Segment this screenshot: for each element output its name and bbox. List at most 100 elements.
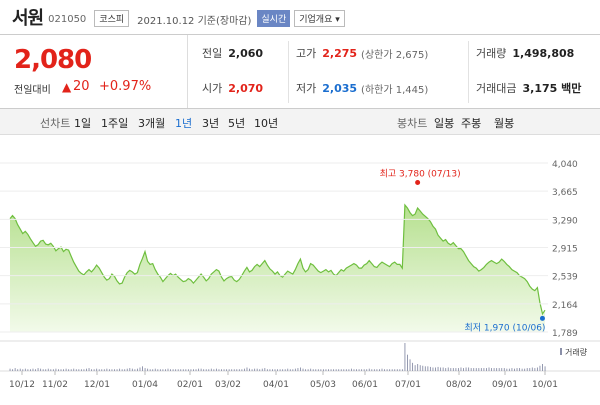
y-tick-label: 2,164 <box>552 301 578 311</box>
y-tick-label: 3,290 <box>552 216 578 226</box>
volume-bar <box>251 369 253 371</box>
volume-bar <box>371 369 373 371</box>
volume-bar <box>129 368 131 371</box>
volume-bar <box>356 369 357 371</box>
volume-bar <box>503 368 505 371</box>
tab-1y[interactable]: 1년 <box>175 117 193 130</box>
volume-value: 1,498,808 <box>512 46 575 60</box>
volume-bar <box>452 368 454 371</box>
volume-bar <box>47 368 49 371</box>
volume-bar <box>19 368 21 371</box>
line-chart-label: 선차트 <box>40 117 71 130</box>
prev-close-label: 전일 <box>202 47 223 60</box>
volume-bar <box>221 369 222 371</box>
volume-bar <box>526 368 528 371</box>
volume-bar <box>29 369 31 371</box>
volume-bar <box>536 367 538 371</box>
volume-bar <box>88 368 90 371</box>
volume-bar <box>139 367 141 371</box>
tab-monthly[interactable]: 월봉 <box>494 117 515 130</box>
volume-bar <box>302 368 304 371</box>
volume-legend-label: 거래량 <box>565 347 588 357</box>
low-value: 2,035 <box>322 81 358 95</box>
volume-bar <box>210 368 212 371</box>
volume-bar <box>106 368 108 371</box>
volume-bar <box>519 368 521 371</box>
volume-bar <box>414 365 416 371</box>
tab-3m[interactable]: 3개월 <box>138 117 166 130</box>
x-tick-label: 05/03 <box>310 380 336 390</box>
volume-legend-icon <box>560 348 562 355</box>
volume-bar <box>376 369 378 371</box>
volume-bar <box>345 369 347 371</box>
volume-bar <box>111 369 113 371</box>
volume-bar <box>389 369 391 371</box>
volume-bar <box>463 368 464 371</box>
volume-bar <box>417 364 419 371</box>
tab-1d[interactable]: 1일 <box>74 117 92 130</box>
volume-bar <box>419 365 421 371</box>
volume-bar <box>101 369 103 371</box>
volume-bar <box>83 369 85 371</box>
volume-bar <box>60 369 62 371</box>
volume-bar <box>401 369 403 371</box>
volume-bar <box>282 369 284 371</box>
open-label: 시가 <box>202 82 223 95</box>
quote-date: 2021.10.12 기준(장마감) <box>137 15 252 27</box>
volume-bar <box>381 368 383 371</box>
volume-label: 거래량 <box>476 47 507 60</box>
volume-bar <box>465 367 467 371</box>
tab-3y[interactable]: 3년 <box>202 117 220 130</box>
volume-bar <box>432 367 434 371</box>
volume-bar <box>80 369 82 371</box>
volume-bar <box>358 369 360 371</box>
volume-bar <box>264 368 266 371</box>
volume-bar <box>343 369 345 371</box>
min-label: 최저 1,970 (10/06) <box>464 322 545 333</box>
divider <box>288 41 289 103</box>
volume-bar <box>424 366 426 371</box>
volume-bar <box>134 369 136 371</box>
high-price: 고가 2,275 (상한가 2,675) <box>296 45 428 61</box>
volume-bar <box>279 369 281 371</box>
x-tick-label: 01/04 <box>132 380 158 390</box>
y-tick-label: 2,915 <box>552 245 578 255</box>
volume-bar <box>496 368 498 371</box>
volume-bar <box>396 369 398 371</box>
volume-bar <box>198 368 200 371</box>
tab-weekly[interactable]: 주봉 <box>461 117 482 130</box>
tab-10y[interactable]: 10년 <box>254 117 279 130</box>
realtime-button[interactable]: 실시간 <box>257 10 291 27</box>
price-chart[interactable]: 4,040 3,665 3,290 2,915 2,539 2,164 1,789 최고 3… <box>0 135 600 405</box>
volume-bar <box>126 368 128 371</box>
x-tick-label: 10/01 <box>532 380 558 390</box>
volume-bar <box>266 369 268 371</box>
volume-bar <box>529 368 531 371</box>
upper-limit: (상한가 2,675) <box>361 49 429 61</box>
volume-bar <box>147 368 149 371</box>
volume-bar <box>269 369 271 371</box>
volume-bar <box>187 369 189 371</box>
volume-bar <box>447 367 449 371</box>
volume-bar <box>195 369 197 371</box>
high-value: 2,275 <box>322 46 358 60</box>
volume-bar <box>180 369 182 371</box>
tab-5y[interactable]: 5년 <box>228 117 246 130</box>
volume-bar <box>175 369 177 371</box>
y-tick-label: 3,665 <box>552 188 578 198</box>
volume-bar <box>96 368 98 371</box>
tab-daily[interactable]: 일봉 <box>434 117 455 130</box>
candle-chart-label: 봉차트 <box>397 117 428 130</box>
volume-bar <box>429 366 431 371</box>
volume-bar <box>170 369 171 371</box>
volume-bar <box>35 369 36 371</box>
volume-bar <box>470 368 472 371</box>
x-tick-label: 09/01 <box>492 380 518 390</box>
volume-bar <box>287 368 289 371</box>
volume-bar <box>422 365 424 371</box>
volume-bar <box>259 369 261 371</box>
tab-1w[interactable]: 1주일 <box>101 117 129 130</box>
volume-bar <box>534 368 536 371</box>
company-overview-button[interactable]: 기업개요 ▾ <box>294 10 345 27</box>
volume-bar <box>486 368 487 371</box>
